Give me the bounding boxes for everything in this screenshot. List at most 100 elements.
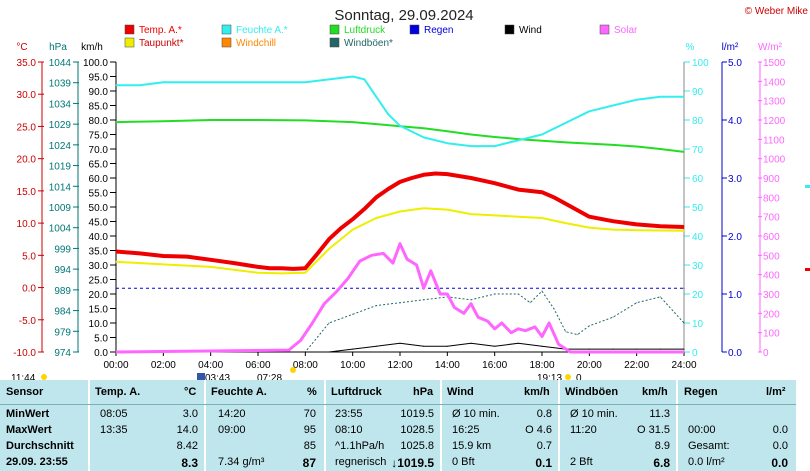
table-row-label: MinWert (6, 408, 50, 420)
time-marker-label: 11:44 (11, 373, 36, 380)
th-wind: Wind (447, 386, 474, 398)
legend-swatch (329, 24, 340, 35)
data-point (470, 303, 472, 305)
data-point (494, 214, 496, 216)
data-point (352, 218, 354, 220)
data-point (541, 217, 543, 219)
data-point (470, 299, 472, 301)
data-point (162, 263, 164, 265)
table-cell-press-value: 1025.8 (400, 440, 434, 452)
tick-label: 90 (692, 87, 704, 98)
table-cell-rain-detail: Gesamt: (688, 440, 730, 452)
data-point (588, 348, 590, 350)
data-point (439, 293, 441, 295)
data-point (423, 127, 425, 129)
data-point (612, 228, 614, 231)
chart-title: Sonntag, 29.09.2024 (334, 7, 473, 24)
tick-label: 984 (54, 307, 71, 318)
data-point (430, 270, 432, 272)
data-point (423, 174, 425, 176)
table-cell-rain-value: 0.0 (772, 440, 788, 452)
data-point (335, 291, 337, 293)
table-cell-rain-detail: 0.0 l/m² (688, 456, 725, 468)
data-point (494, 345, 496, 347)
data-point (328, 248, 330, 250)
moon-icon (197, 373, 205, 380)
tick-label: 800 (763, 193, 780, 204)
tick-label: 60.0 (89, 174, 109, 185)
data-point (269, 267, 271, 269)
edge-marker (805, 185, 810, 188)
table-cell-wind-detail: 0 Bft (452, 456, 475, 468)
data-point (683, 151, 685, 153)
tick-label: 1100 (763, 135, 785, 146)
table-cell-wind-detail: 15.9 km (452, 440, 492, 452)
legend: Temp. A.* Feuchte A.* Luftdruck Regen Wind So… (124, 24, 638, 49)
table-cell-wind-value: 0.8 (536, 408, 552, 420)
data-point (387, 113, 389, 115)
table-cell-gust-value: 8.9 (654, 440, 670, 452)
data-point (494, 328, 496, 330)
data-point (363, 78, 366, 80)
data-point (636, 223, 638, 225)
series-line-luftdruck (115, 119, 685, 153)
x-tick-label: 24:00 (671, 360, 696, 371)
th-rain-unit: l/m² (766, 386, 786, 398)
tick-label: 1039 (49, 79, 72, 90)
tick-label: 1014 (49, 182, 72, 193)
data-point (565, 331, 567, 333)
data-point (304, 81, 306, 83)
table-cell-wind-value: 0.1 (535, 456, 552, 470)
data-point (323, 303, 325, 305)
tick-label: 15.0 (17, 187, 37, 198)
table-cell-temp-value: 3.0 (182, 408, 198, 420)
data-point (576, 209, 579, 211)
data-point (576, 334, 579, 336)
th-hum-unit: % (307, 386, 317, 398)
table-col-gust (560, 380, 676, 471)
tick-label: 100 (763, 329, 780, 340)
data-point (304, 267, 306, 269)
data-point (311, 322, 314, 324)
sun-marker (41, 374, 47, 380)
data-point (683, 322, 685, 324)
table-cell-temp-detail: 08:05 (100, 408, 128, 420)
tick-label: 30.0 (17, 90, 37, 101)
data-point (210, 119, 212, 121)
legend-label: Regen (424, 25, 453, 36)
legend-label: Solar (614, 25, 638, 36)
data-point (434, 172, 437, 175)
tick-label: 0 (763, 348, 769, 359)
table-cell-gust-value: O 31.5 (636, 424, 670, 436)
data-point (453, 306, 456, 309)
series-line-temp-a- (115, 171, 685, 271)
data-point (411, 177, 413, 179)
tick-label: 1.0 (728, 290, 742, 301)
data-point (517, 189, 519, 191)
axis-unit-label: W/m² (758, 42, 783, 53)
data-point (541, 133, 543, 136)
data-point (406, 258, 408, 260)
data-point (569, 351, 572, 353)
tick-label: 55.0 (89, 189, 109, 200)
table-cell-temp-value: 8.3 (181, 456, 198, 470)
x-tick-label: 02:00 (151, 360, 176, 371)
table-cell-hum-detail: 09:00 (218, 424, 246, 436)
data-point (517, 328, 519, 330)
data-point (517, 139, 519, 141)
table-cell-press-value: ↓1019.5 (391, 456, 434, 470)
table-cell-temp-detail: 13:35 (100, 424, 128, 436)
tick-label: 90.0 (89, 87, 109, 98)
data-point (382, 252, 385, 254)
data-point (392, 262, 394, 264)
tick-label: 40 (692, 232, 704, 243)
data-point (115, 84, 117, 86)
time-marker-label: 0 (576, 373, 582, 380)
legend-swatch (504, 24, 515, 35)
data-point (399, 243, 401, 245)
tick-label: 5.0 (22, 251, 36, 262)
data-point (399, 342, 401, 344)
table-col-rain (678, 380, 796, 471)
tick-label: 10.0 (17, 219, 37, 230)
tick-label: 100.0 (83, 58, 108, 69)
